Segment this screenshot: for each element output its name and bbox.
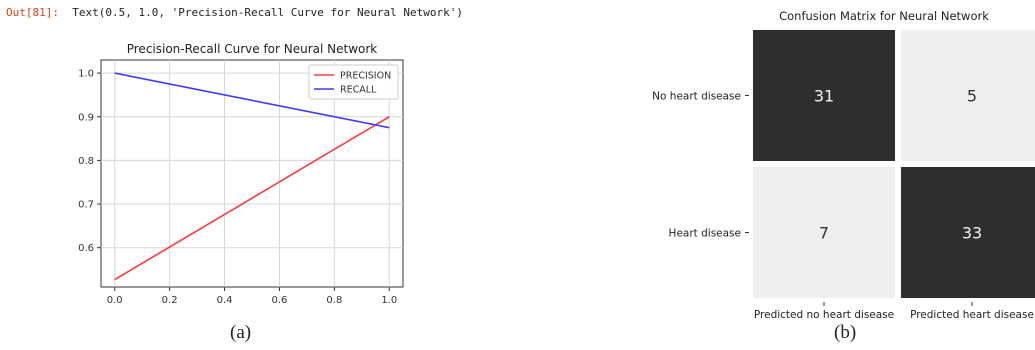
pr-y-tick-label: 1.0 — [78, 69, 94, 80]
pr-y-tick-label: 0.6 — [78, 243, 94, 254]
pr-chart-title: Precision-Recall Curve for Neural Networ… — [127, 42, 378, 56]
caption-a: (a) — [230, 322, 252, 343]
pr-y-tick-label: 0.9 — [78, 112, 94, 123]
pr-y-tick-label: 0.8 — [78, 156, 94, 167]
pr-legend-box — [308, 64, 399, 100]
pr-x-tick-label: 0.4 — [217, 295, 233, 306]
pr-legend-label: PRECISION — [340, 71, 391, 82]
pr-series-lines — [114, 72, 390, 281]
pr-x-tick-label: 0.8 — [326, 295, 342, 306]
output-text: Text(0.5, 1.0, 'Precision-Recall Curve f… — [72, 6, 463, 19]
pr-x-tick-label: 0.0 — [107, 295, 123, 306]
pr-y-tick-label: 0.7 — [78, 200, 94, 211]
pr-line-recall — [114, 72, 390, 129]
pr-legend: PRECISION RECALL — [308, 64, 399, 100]
pr-x-tick-label: 1.0 — [381, 295, 397, 306]
pr-legend-label: RECALL — [340, 85, 377, 96]
pr-line-precision — [114, 116, 390, 281]
output-line: Out[81]: Text(0.5, 1.0, 'Precision-Recal… — [6, 6, 463, 19]
pr-x-tick-label: 0.6 — [272, 295, 288, 306]
output-prompt: Out[81]: — [6, 6, 59, 19]
pr-x-tick-label: 0.2 — [162, 295, 178, 306]
pr-x-ticks: 0.0 0.2 0.4 0.6 0.8 1.0 — [107, 287, 397, 306]
caption-b: (b) — [834, 322, 857, 343]
pr-y-ticks: 0.6 0.7 0.8 0.9 1.0 — [78, 69, 101, 254]
